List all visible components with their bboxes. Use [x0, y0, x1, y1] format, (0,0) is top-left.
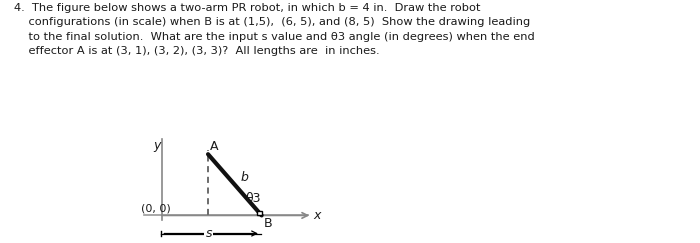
Bar	[258, 211, 262, 216]
Text: x: x	[314, 209, 321, 222]
Text: A: A	[210, 140, 219, 153]
Text: y: y	[154, 139, 161, 152]
Text: 4.  The figure below shows a two-arm PR robot, in which b = 4 in.  Draw the robo: 4. The figure below shows a two-arm PR r…	[14, 3, 535, 56]
Text: B: B	[264, 217, 272, 230]
Text: θ3: θ3	[245, 192, 260, 205]
Text: (0, 0): (0, 0)	[141, 204, 170, 214]
Text: s: s	[206, 227, 212, 240]
Text: b: b	[240, 171, 248, 184]
